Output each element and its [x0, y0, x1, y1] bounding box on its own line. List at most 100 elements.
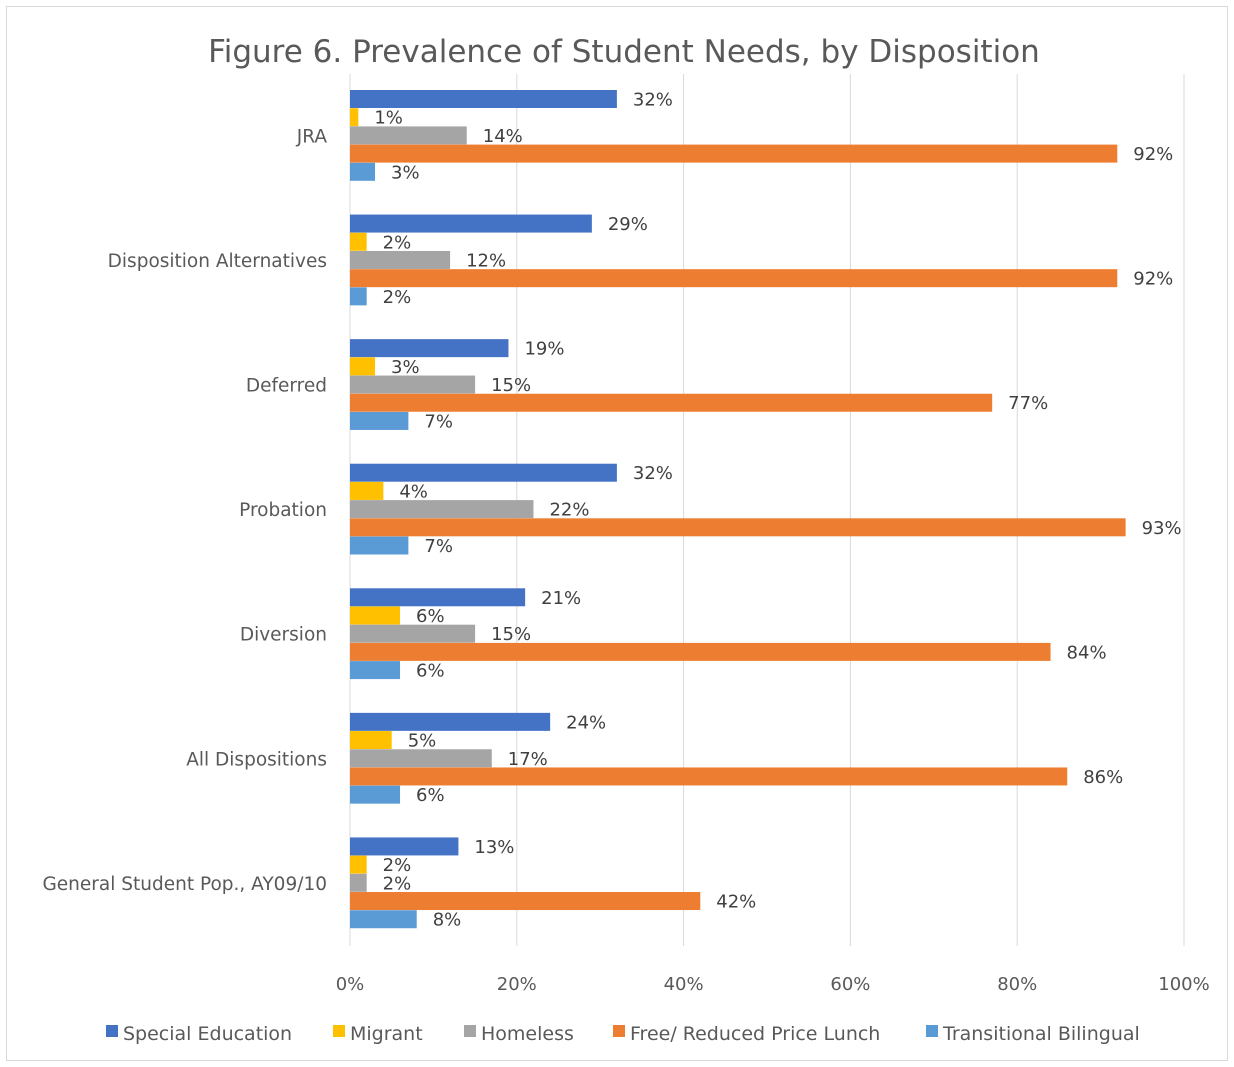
bar-all-dispositions-transitional-bilingual — [350, 785, 401, 804]
data-label: 32% — [633, 90, 673, 111]
bar-deferred-transitional-bilingual — [350, 411, 409, 430]
bar-general-student-pop-ay09-10-transitional-bilingual — [350, 910, 417, 929]
x-tick-label: 100% — [1158, 974, 1209, 995]
legend-label-migrant: Migrant — [350, 1023, 423, 1045]
bar-diversion-special-education — [350, 588, 526, 607]
data-label: 86% — [1083, 767, 1123, 788]
category-label-deferred: Deferred — [246, 376, 327, 397]
category-label-general-student-pop-ay09-10: General Student Pop., AY09/10 — [42, 874, 327, 895]
category-label-disposition-alternatives: Disposition Alternatives — [108, 251, 327, 272]
category-label-diversion: Diversion — [240, 625, 327, 646]
category-label-all-dispositions: All Dispositions — [186, 749, 327, 770]
data-label: 8% — [433, 910, 462, 931]
data-label: 5% — [408, 731, 437, 752]
data-label: 22% — [549, 500, 589, 521]
data-label: 15% — [491, 624, 531, 645]
bar-all-dispositions-special-education — [350, 712, 551, 731]
bar-diversion-homeless — [350, 624, 476, 643]
x-tick-label: 0% — [336, 974, 365, 995]
data-labels: 32% 1% 14% 92% 3% 29% 2% 12% 92% 2% 19% 3% 15% 77% 7% 3… — [374, 90, 1181, 931]
x-tick-labels: 0% 20% 40% 60% 80% 100% — [336, 974, 1210, 995]
bar-disposition-alternatives-free-reduced-price-lunch — [350, 269, 1118, 288]
bar-disposition-alternatives-migrant — [350, 232, 367, 251]
x-tick-label: 40% — [664, 974, 704, 995]
data-label: 24% — [566, 712, 606, 733]
data-label: 1% — [374, 108, 403, 129]
bar-diversion-migrant — [350, 606, 401, 625]
data-label: 12% — [466, 250, 506, 271]
data-label: 19% — [524, 339, 564, 360]
legend-label-free-reduced-price-lunch: Free/ Reduced Price Lunch — [630, 1023, 880, 1045]
bar-probation-migrant — [350, 481, 384, 500]
chart-title: Figure 6. Prevalence of Student Needs, b… — [208, 34, 1040, 70]
data-label: 7% — [424, 536, 453, 557]
data-label: 6% — [416, 785, 445, 806]
data-label: 2% — [383, 287, 412, 308]
category-label-probation: Probation — [239, 500, 327, 521]
legend-swatch-migrant — [333, 1025, 345, 1037]
bar-deferred-homeless — [350, 375, 476, 394]
legend-label-transitional-bilingual: Transitional Bilingual — [942, 1023, 1140, 1045]
data-label: 17% — [508, 749, 548, 770]
data-label: 6% — [416, 606, 445, 627]
data-label: 92% — [1133, 144, 1173, 165]
legend-swatch-transitional-bilingual — [926, 1025, 938, 1037]
bar-jra-free-reduced-price-lunch — [350, 144, 1118, 163]
data-label: 2% — [383, 873, 412, 894]
data-label: 13% — [474, 837, 514, 858]
legend-swatch-special-education — [106, 1025, 118, 1037]
x-tick-label: 80% — [997, 974, 1037, 995]
legend: Special Education Migrant Homeless Free/ Re… — [106, 1023, 1140, 1045]
bar-general-student-pop-ay09-10-homeless — [350, 873, 367, 892]
bar-general-student-pop-ay09-10-special-education — [350, 837, 459, 856]
data-label: 84% — [1067, 642, 1107, 663]
x-tick-label: 60% — [830, 974, 870, 995]
bar-all-dispositions-migrant — [350, 731, 392, 750]
category-labels: JRA Disposition Alternatives Deferred Proba… — [42, 126, 327, 894]
bar-all-dispositions-homeless — [350, 749, 492, 768]
bar-disposition-alternatives-homeless — [350, 250, 451, 269]
category-label-jra: JRA — [296, 126, 328, 147]
legend-swatch-free-reduced-price-lunch — [613, 1025, 625, 1037]
legend-label-homeless: Homeless — [481, 1023, 574, 1045]
bar-jra-special-education — [350, 90, 617, 108]
data-label: 29% — [608, 214, 648, 235]
bar-diversion-free-reduced-price-lunch — [350, 642, 1051, 661]
bar-jra-transitional-bilingual — [350, 162, 376, 181]
data-label: 3% — [391, 357, 420, 378]
bar-jra-homeless — [350, 126, 467, 145]
bar-general-student-pop-ay09-10-free-reduced-price-lunch — [350, 892, 701, 911]
bar-deferred-migrant — [350, 357, 376, 376]
bar-deferred-special-education — [350, 339, 509, 358]
data-label: 21% — [541, 588, 581, 609]
bar-disposition-alternatives-transitional-bilingual — [350, 287, 367, 306]
data-label: 3% — [391, 162, 420, 183]
data-label: 6% — [416, 661, 445, 682]
bar-general-student-pop-ay09-10-migrant — [350, 855, 367, 874]
bar-all-dispositions-free-reduced-price-lunch — [350, 767, 1068, 786]
data-label: 15% — [491, 375, 531, 396]
data-label: 4% — [399, 481, 428, 502]
data-label: 2% — [383, 855, 412, 876]
data-label: 92% — [1133, 269, 1173, 290]
data-label: 77% — [1008, 393, 1048, 414]
data-label: 14% — [483, 126, 523, 147]
bar-jra-migrant — [350, 108, 359, 127]
bar-probation-transitional-bilingual — [350, 536, 409, 555]
data-label: 2% — [383, 232, 412, 253]
bar-diversion-transitional-bilingual — [350, 661, 401, 680]
data-label: 7% — [424, 411, 453, 432]
bar-disposition-alternatives-special-education — [350, 214, 592, 233]
bars — [350, 90, 1126, 929]
data-label: 32% — [633, 463, 673, 484]
legend-swatch-homeless — [464, 1025, 476, 1037]
bar-deferred-free-reduced-price-lunch — [350, 393, 993, 412]
bar-probation-free-reduced-price-lunch — [350, 518, 1126, 537]
legend-label-special-education: Special Education — [123, 1023, 292, 1045]
bar-probation-special-education — [350, 463, 617, 482]
data-label: 93% — [1142, 518, 1182, 539]
bar-probation-homeless — [350, 500, 534, 519]
data-label: 42% — [716, 892, 756, 913]
x-tick-label: 20% — [497, 974, 537, 995]
